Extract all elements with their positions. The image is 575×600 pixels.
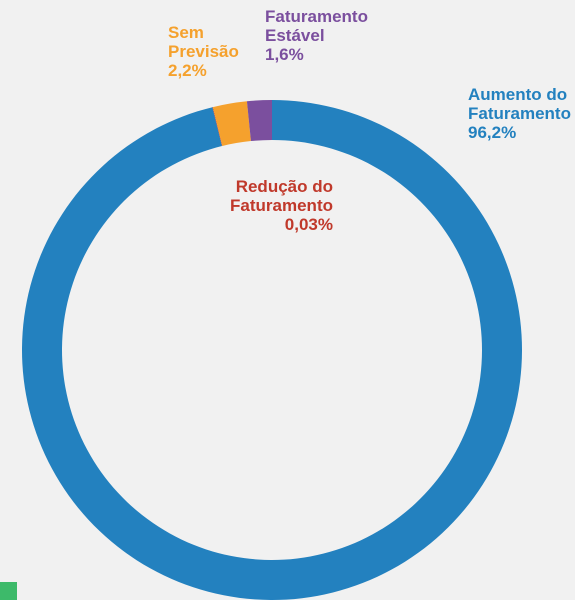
value-label: 1,6% (265, 45, 304, 64)
corner-badge (0, 582, 17, 600)
value-label: 0,03% (285, 215, 333, 234)
label-line: Aumento do (468, 85, 567, 104)
value-label: 96,2% (468, 123, 516, 142)
label-line: Faturamento (468, 104, 571, 123)
slice-label: Sem Previsão (168, 23, 239, 61)
donut-slice (246, 100, 272, 142)
label-line: Estável (265, 26, 325, 45)
label-line: Sem (168, 23, 204, 42)
slice-label: Redução do Faturamento (230, 177, 333, 215)
donut-slice (212, 101, 251, 146)
slice-label: Aumento do Faturamento (468, 85, 571, 123)
slice-label: Faturamento Estável (265, 7, 368, 45)
donut-slice (212, 107, 223, 147)
label-line: Previsão (168, 42, 239, 61)
value-label: 2,2% (168, 61, 207, 80)
label-line: Faturamento (265, 7, 368, 26)
label-line: Faturamento (230, 196, 333, 215)
label-line: Redução do (236, 177, 333, 196)
